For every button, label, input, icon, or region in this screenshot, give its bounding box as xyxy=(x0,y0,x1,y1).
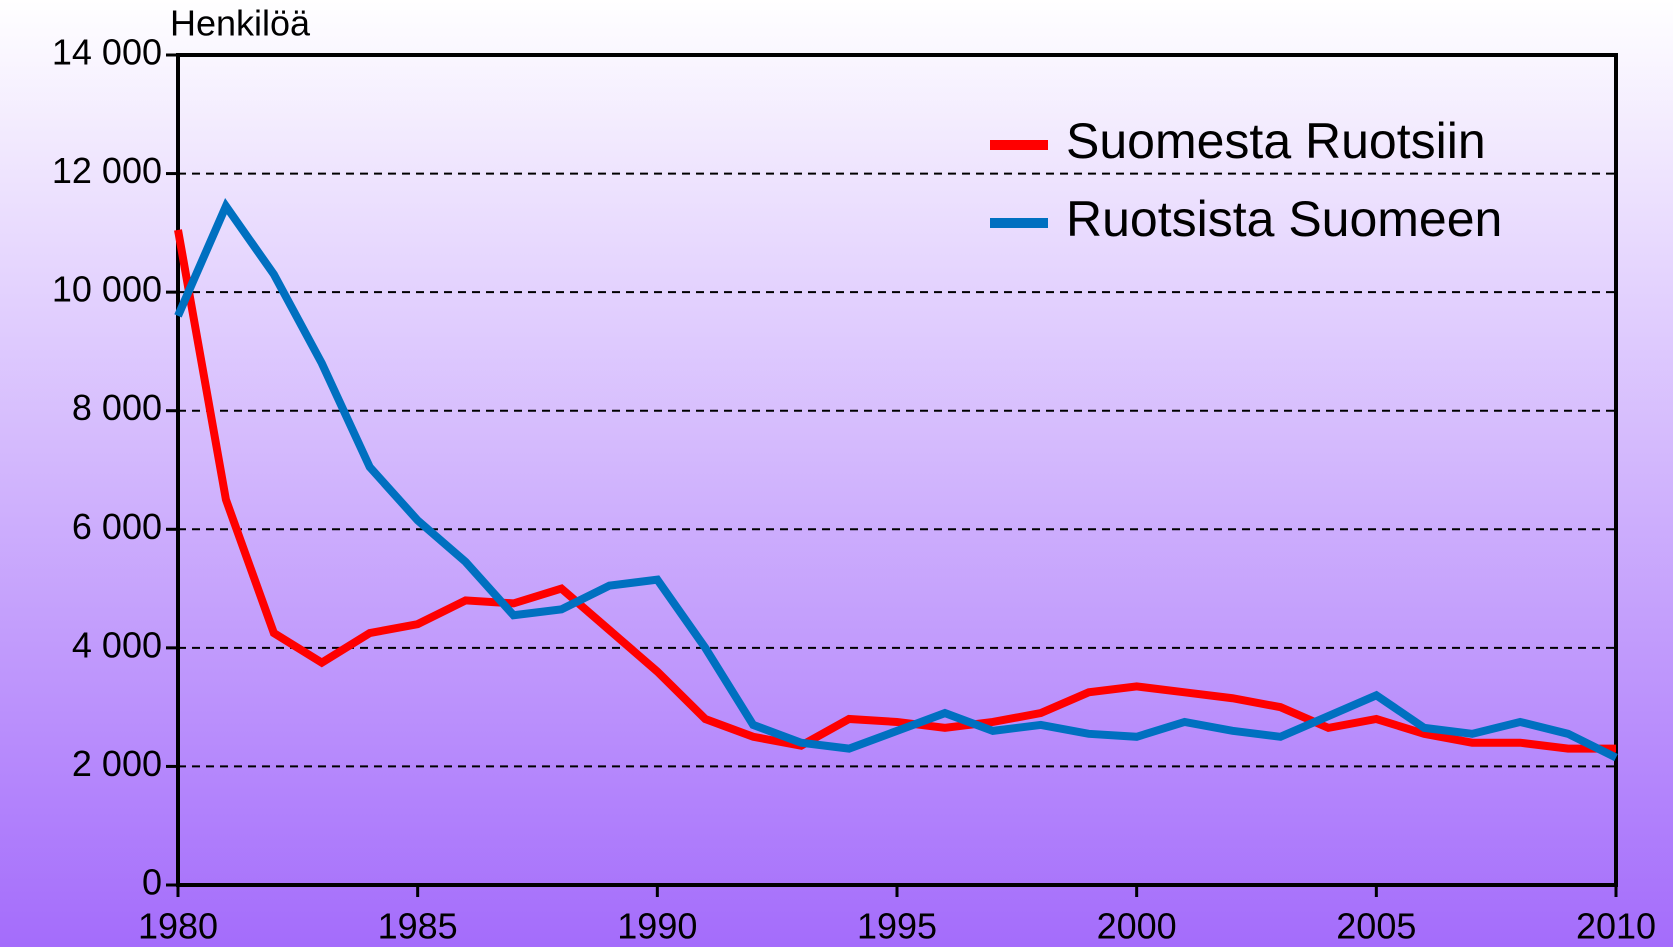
y-tick-label: 12 000 xyxy=(52,150,162,191)
x-tick-label: 2000 xyxy=(1097,906,1177,947)
line-series xyxy=(174,198,1618,762)
x-tick-label: 1980 xyxy=(138,906,218,947)
y-tick-label: 10 000 xyxy=(52,269,162,310)
x-tick-label: 1990 xyxy=(617,906,697,947)
y-tick-label: 4 000 xyxy=(72,624,162,665)
x-tick-label: 1985 xyxy=(378,906,458,947)
y-tick-label: 14 000 xyxy=(52,32,162,73)
y-tick-label: 6 000 xyxy=(72,506,162,547)
legend-label: Suomesta Ruotsiin xyxy=(1066,113,1486,169)
x-tick-label: 2005 xyxy=(1336,906,1416,947)
y-axis-label: Henkilöä xyxy=(170,3,311,44)
x-tick-label: 1995 xyxy=(857,906,937,947)
plot-frame xyxy=(176,53,1618,887)
legend-label: Ruotsista Suomeen xyxy=(1066,191,1502,247)
y-tick-label: 8 000 xyxy=(72,387,162,428)
x-tick-label: 2010 xyxy=(1576,906,1656,947)
line-series xyxy=(174,229,1616,753)
y-tick-label: 0 xyxy=(142,862,162,903)
y-tick-label: 2 000 xyxy=(72,743,162,784)
